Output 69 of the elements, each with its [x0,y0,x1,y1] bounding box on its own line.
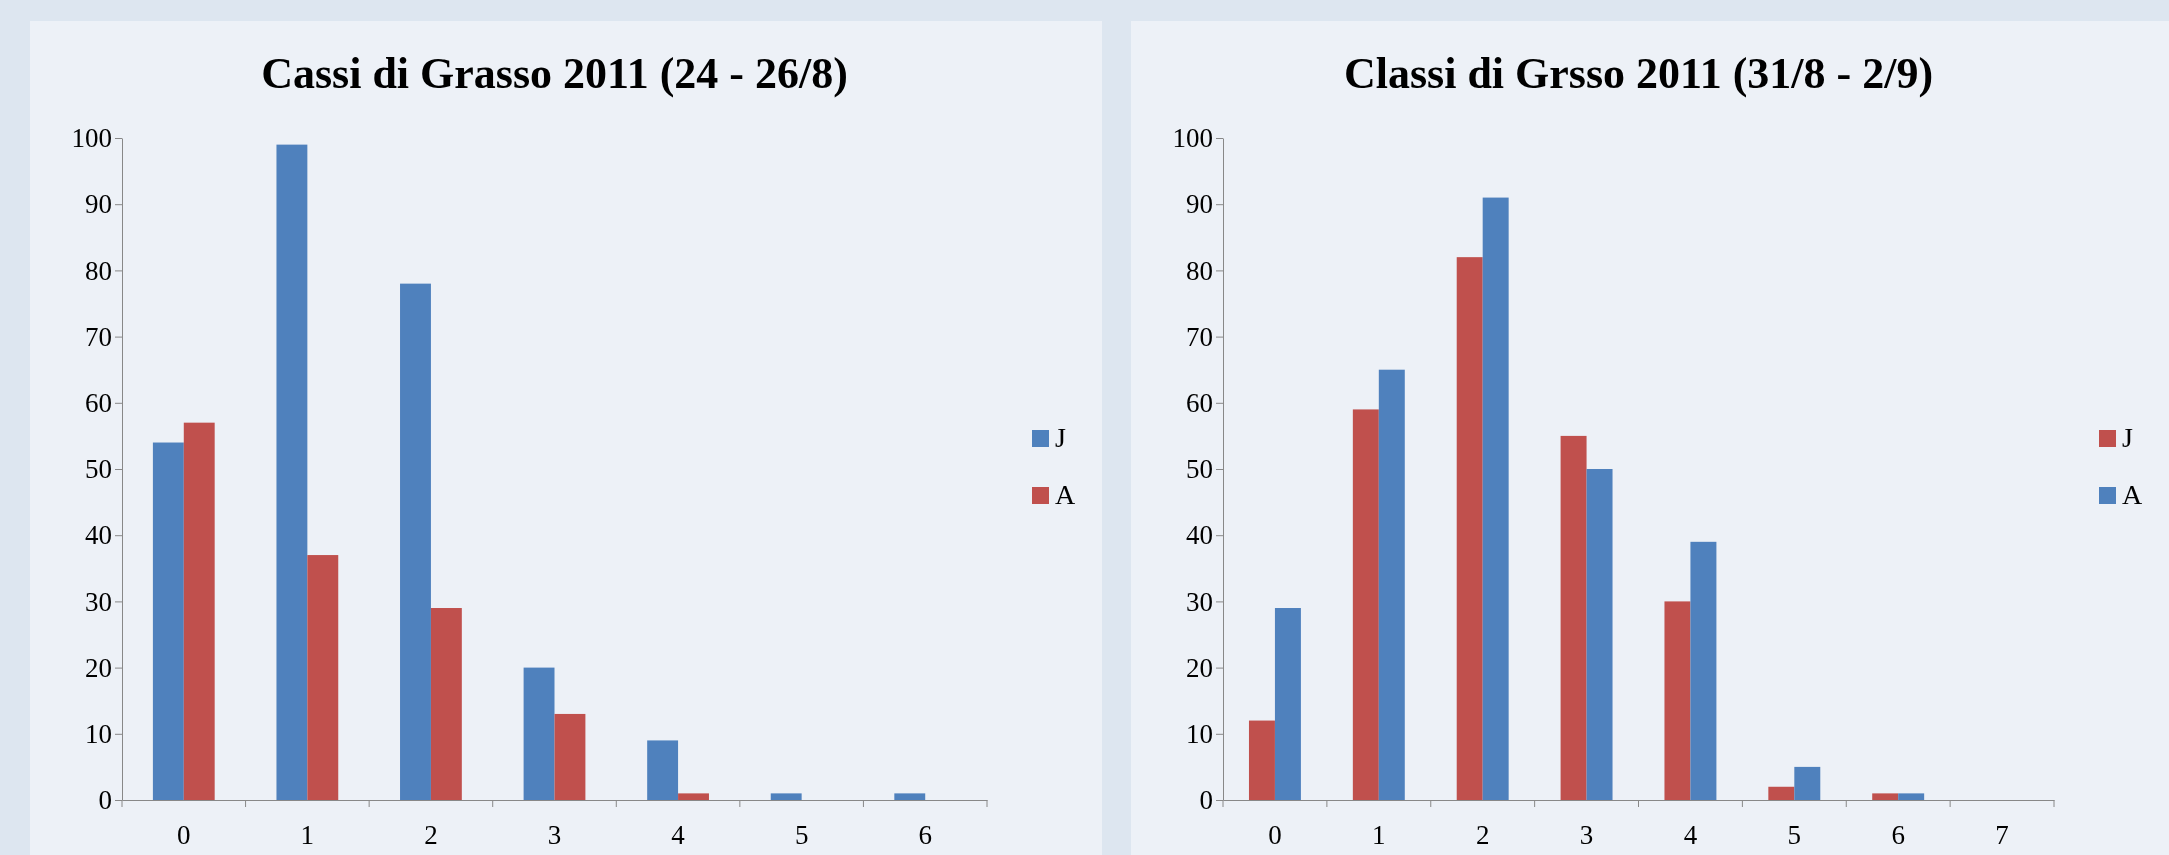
x-tick-label: 1 [300,820,315,851]
bar [1378,369,1405,800]
x-tick-label: 2 [424,820,438,851]
y-tick-label: 50 [85,454,112,485]
y-tick-label: 70 [85,321,112,352]
bar [678,793,709,800]
bar [1352,409,1379,800]
legend-label: A [1055,479,1076,510]
x-tick-label: 0 [1268,820,1282,851]
y-tick-label: 70 [1186,321,1213,352]
y-tick-label: 0 [98,785,112,816]
bar [770,793,802,800]
bar [307,555,339,800]
legend-label: J [2122,422,2133,453]
y-tick-label: 20 [1186,652,1213,683]
bar [894,793,926,800]
bar [400,283,431,800]
bar [1456,257,1483,800]
x-tick-label: 6 [1891,820,1905,851]
chart-title: Classi di Grsso 2011 (31/8 - 2/9) [1343,49,1934,98]
bar [1560,435,1587,800]
legend-label: J [1055,422,1066,453]
y-tick-label: 20 [85,652,112,683]
x-tick-label: 3 [1579,820,1594,851]
bar [1664,601,1691,800]
x-tick-label: 6 [918,820,932,851]
x-tick-label: 5 [794,820,809,851]
bar [523,667,555,800]
x-tick-label: 2 [1475,820,1490,851]
y-tick-label: 80 [1186,255,1213,286]
x-tick-label: 3 [547,820,562,851]
bar [1274,608,1301,800]
x-tick-label: 5 [1787,820,1802,851]
x-tick-label: 4 [1683,820,1698,851]
bar [647,740,679,800]
y-tick-label: 50 [1186,454,1213,485]
y-tick-label: 40 [1186,520,1213,551]
bar [276,144,308,800]
x-tick-label: 0 [177,820,191,851]
y-tick-label: 90 [1186,189,1213,220]
y-tick-label: 100 [71,123,112,154]
bar [1898,793,1925,800]
x-tick-label: 7 [1995,820,2009,851]
bar [1690,541,1717,800]
y-tick-label: 80 [85,255,112,286]
bar [1482,197,1509,800]
bar [1586,469,1613,800]
bar [183,422,215,800]
bar [554,713,586,800]
y-tick-label: 60 [85,387,112,418]
y-tick-label: 30 [85,586,112,617]
y-tick-label: 10 [1186,718,1213,749]
y-tick-label: 40 [85,520,112,551]
y-tick-label: 100 [1172,123,1213,154]
bar [152,442,184,800]
y-tick-label: 90 [85,189,112,220]
x-tick-label: 4 [671,820,686,851]
bar [1794,766,1821,800]
y-tick-label: 10 [85,718,112,749]
y-tick-label: 0 [1199,785,1213,816]
bar [1872,793,1899,800]
legend-label: A [2122,479,2143,510]
bar [1248,720,1275,800]
chart-title: Cassi di Grasso 2011 (24 - 26/8) [261,49,848,98]
bar [1768,786,1795,800]
y-tick-label: 30 [1186,586,1213,617]
y-tick-label: 60 [1186,387,1213,418]
x-tick-label: 1 [1372,820,1386,851]
bar [430,608,462,800]
